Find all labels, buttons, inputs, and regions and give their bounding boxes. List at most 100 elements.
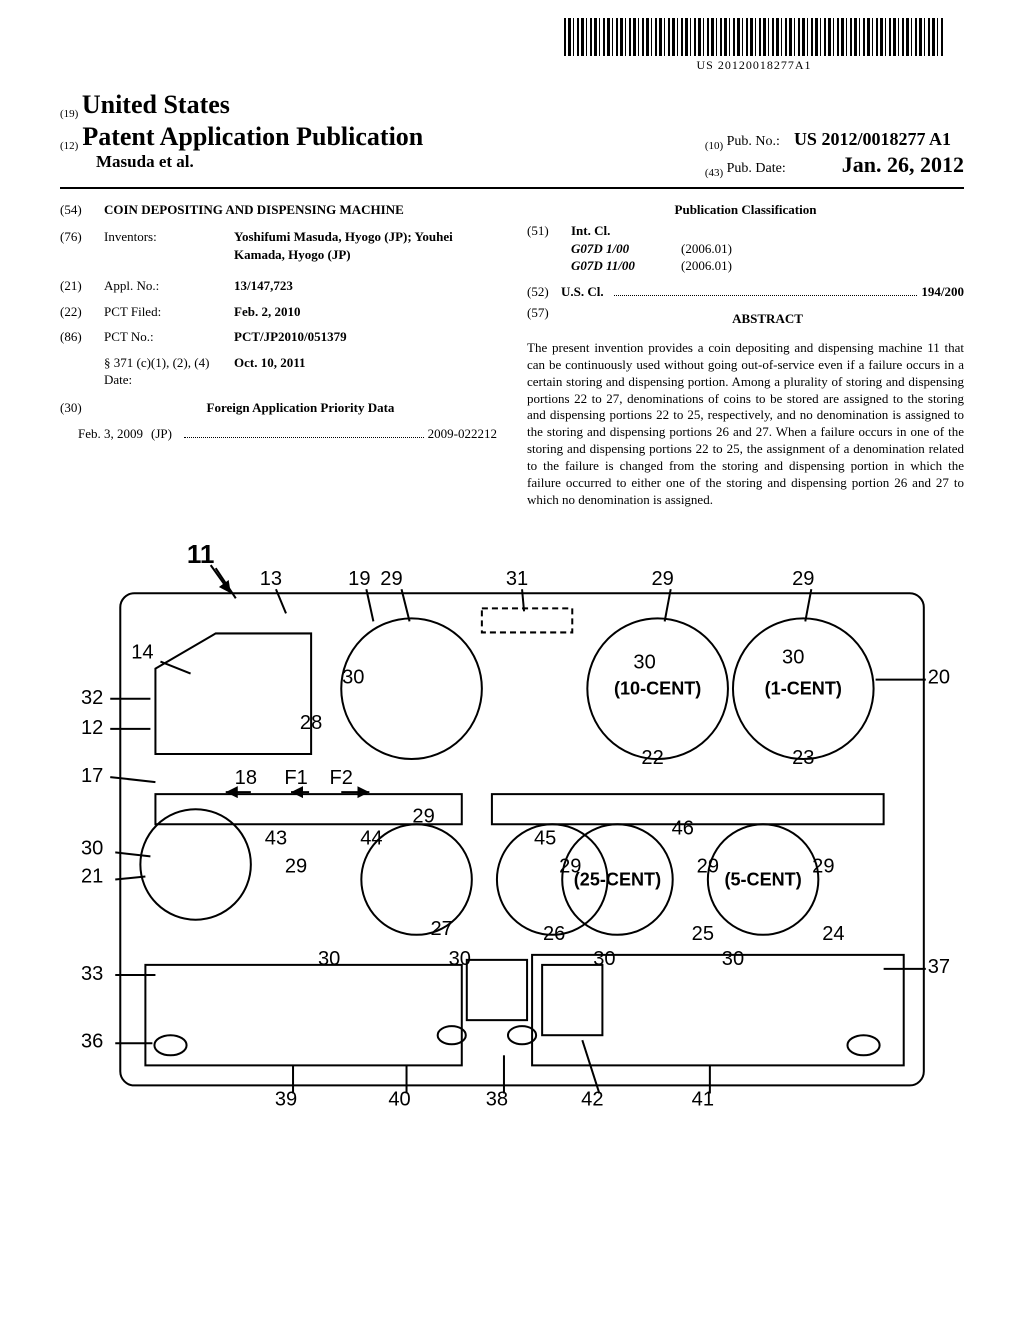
svg-text:29: 29	[792, 568, 814, 590]
label-inventors: Inventors:	[104, 228, 224, 263]
code-86: (86)	[60, 328, 94, 346]
svg-text:29: 29	[812, 855, 834, 877]
svg-text:43: 43	[265, 827, 287, 849]
barcode-graphic	[564, 18, 944, 56]
intcl-1-cls: G07D 11/00	[571, 257, 681, 275]
priority-country: (JP)	[151, 425, 172, 443]
svg-text:27: 27	[431, 918, 453, 940]
header-block: (19) United States (12) Patent Applicati…	[60, 90, 964, 179]
abstract-title: ABSTRACT	[571, 310, 964, 328]
inventors-value: Yoshifumi Masuda, Hyogo (JP); Youhei Kam…	[234, 228, 497, 263]
svg-text:37: 37	[928, 956, 950, 978]
label-pctfiled: PCT Filed:	[104, 303, 224, 321]
svg-text:(1-CENT): (1-CENT)	[765, 678, 842, 698]
svg-text:28: 28	[300, 712, 322, 734]
code-22: (22)	[60, 303, 94, 321]
field-22: (22) PCT Filed: Feb. 2, 2010	[60, 303, 497, 321]
patent-figure: (10-CENT)(1-CENT)(25-CENT)(5-CENT)111319…	[60, 533, 964, 1121]
pub-date: Jan. 26, 2012	[842, 152, 964, 177]
svg-text:30: 30	[342, 666, 364, 688]
svg-text:31: 31	[506, 568, 528, 590]
authors: Masuda et al.	[96, 152, 423, 172]
svg-text:12: 12	[81, 717, 103, 739]
pub-left: (12) Patent Application Publication Masu…	[60, 122, 423, 172]
svg-text:32: 32	[81, 687, 103, 709]
intcl-block: Int. Cl. G07D 1/00 (2006.01) G07D 11/00 …	[571, 222, 964, 275]
pub-class-title: Publication Classification	[527, 201, 964, 219]
code-51: (51)	[527, 222, 561, 275]
code-30: (30)	[60, 399, 94, 417]
svg-text:24: 24	[822, 923, 844, 945]
bibliographic-columns: (54) COIN DEPOSITING AND DISPENSING MACH…	[60, 201, 964, 509]
pub-date-label: Pub. Date:	[727, 161, 786, 176]
dots-fill-2	[614, 295, 918, 296]
barcode-region: US 20120018277A1	[564, 18, 944, 73]
intcl-1-ver: (2006.01)	[681, 257, 732, 275]
svg-text:30: 30	[782, 646, 804, 668]
svg-text:22: 22	[641, 747, 663, 769]
pub-no-label: Pub. No.:	[727, 134, 780, 149]
intcl-row-1: G07D 11/00 (2006.01)	[571, 257, 964, 275]
svg-text:F1: F1	[284, 767, 307, 789]
svg-text:29: 29	[412, 805, 434, 827]
pub-type-line: (12) Patent Application Publication	[60, 122, 423, 152]
svg-text:30: 30	[722, 948, 744, 970]
applno-value: 13/147,723	[234, 277, 497, 295]
label-applno: Appl. No.:	[104, 277, 224, 295]
svg-text:33: 33	[81, 963, 103, 985]
intcl-label: Int. Cl.	[571, 222, 964, 240]
barcode-text: US 20120018277A1	[564, 58, 944, 73]
svg-text:29: 29	[380, 568, 402, 590]
svg-text:30: 30	[633, 651, 655, 673]
svg-text:42: 42	[581, 1088, 603, 1110]
field-52: (52) U.S. Cl. 194/200	[527, 283, 964, 301]
svg-text:39: 39	[275, 1088, 297, 1110]
intcl-0-ver: (2006.01)	[681, 240, 732, 258]
figure-svg: (10-CENT)(1-CENT)(25-CENT)(5-CENT)111319…	[60, 533, 964, 1116]
code-21: (21)	[60, 277, 94, 295]
pctno-value: PCT/JP2010/051379	[234, 328, 497, 346]
country-line: (19) United States	[60, 90, 964, 120]
svg-text:45: 45	[534, 827, 556, 849]
uscl-label: U.S. Cl.	[561, 283, 604, 301]
pub-no: US 2012/0018277 A1	[794, 129, 951, 149]
svg-text:41: 41	[692, 1088, 714, 1110]
svg-text:29: 29	[285, 855, 307, 877]
svg-text:46: 46	[672, 817, 694, 839]
pub-date-line: (43) Pub. Date: Jan. 26, 2012	[705, 152, 964, 179]
code-54: (54)	[60, 201, 94, 219]
svg-text:11: 11	[187, 539, 215, 569]
label-pctno: PCT No.:	[104, 328, 224, 346]
svg-text:14: 14	[131, 641, 153, 663]
code-10: (10)	[705, 140, 723, 152]
field-76: (76) Inventors: Yoshifumi Masuda, Hyogo …	[60, 228, 497, 263]
field-51: (51) Int. Cl. G07D 1/00 (2006.01) G07D 1…	[527, 222, 964, 275]
dots-fill	[184, 437, 424, 438]
label-371: § 371 (c)(1), (2), (4) Date:	[104, 354, 224, 389]
uscl-value: 194/200	[921, 283, 964, 301]
svg-text:40: 40	[388, 1088, 410, 1110]
svg-text:44: 44	[360, 827, 382, 849]
field-86: (86) PCT No.: PCT/JP2010/051379	[60, 328, 497, 346]
pub-right: (10) Pub. No.: US 2012/0018277 A1 (43) P…	[705, 129, 964, 179]
svg-text:26: 26	[543, 923, 565, 945]
code-43: (43)	[705, 167, 723, 179]
code-57: (57)	[527, 304, 561, 332]
abstract-body: The present invention provides a coin de…	[527, 340, 964, 509]
svg-text:18: 18	[235, 767, 257, 789]
publication-row: (12) Patent Application Publication Masu…	[60, 122, 964, 179]
country-name: United States	[82, 90, 230, 119]
priority-date: Feb. 3, 2009	[78, 425, 143, 443]
svg-text:F2: F2	[330, 767, 353, 789]
svg-text:30: 30	[593, 948, 615, 970]
invention-title: COIN DEPOSITING AND DISPENSING MACHINE	[104, 201, 404, 219]
priority-row: Feb. 3, 2009 (JP) 2009-022212	[78, 425, 497, 443]
field-54: (54) COIN DEPOSITING AND DISPENSING MACH…	[60, 201, 497, 219]
code-86-blank	[60, 354, 94, 389]
right-column: Publication Classification (51) Int. Cl.…	[527, 201, 964, 509]
svg-text:20: 20	[928, 666, 950, 688]
spacer	[789, 161, 838, 176]
date-371: Oct. 10, 2011	[234, 354, 497, 389]
intcl-0-cls: G07D 1/00	[571, 240, 681, 258]
field-57: (57) ABSTRACT	[527, 304, 964, 332]
